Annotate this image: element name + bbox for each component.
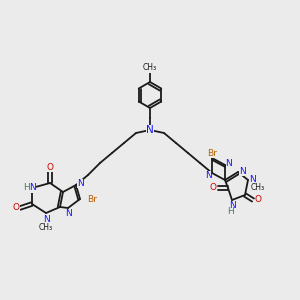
Text: O: O	[209, 184, 217, 193]
Text: N: N	[229, 200, 236, 209]
Text: N: N	[43, 215, 50, 224]
Text: CH₃: CH₃	[143, 64, 157, 73]
Text: Br: Br	[87, 194, 97, 203]
Text: CH₃: CH₃	[251, 184, 265, 193]
Text: O: O	[46, 163, 53, 172]
Text: Br: Br	[207, 148, 217, 158]
Text: N: N	[249, 176, 255, 184]
Text: H: H	[228, 208, 234, 217]
Text: N: N	[66, 208, 72, 217]
Text: O: O	[254, 196, 262, 205]
Text: H: H	[24, 184, 30, 193]
Text: N: N	[238, 167, 245, 176]
Text: O: O	[13, 203, 20, 212]
Text: CH₃: CH₃	[39, 223, 53, 232]
Text: N: N	[30, 184, 36, 193]
Text: N: N	[226, 158, 232, 167]
Text: N: N	[146, 125, 154, 135]
Text: N: N	[76, 178, 83, 188]
Text: N: N	[205, 170, 212, 179]
